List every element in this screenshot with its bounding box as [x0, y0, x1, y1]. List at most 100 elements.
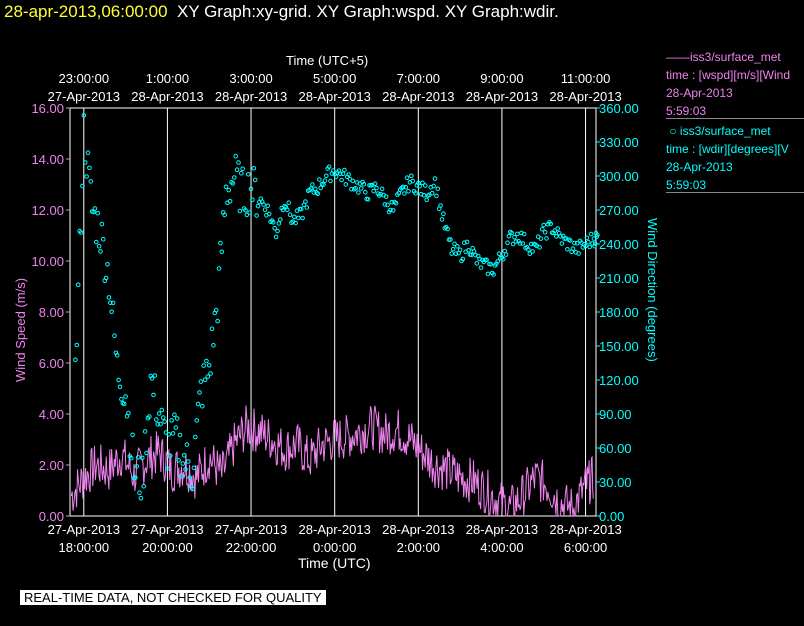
wdir-point	[233, 153, 238, 159]
x2-tick-time: 1:00:00	[146, 71, 189, 86]
wdir-point	[147, 414, 152, 419]
wdir-point	[587, 244, 593, 250]
wdir-point	[101, 236, 106, 242]
wdir-point	[94, 239, 99, 245]
wdir-point	[173, 425, 179, 430]
x2-tick-date: 27-Apr-2013	[48, 89, 120, 104]
wdir-point	[388, 207, 393, 213]
wdir-point	[261, 202, 266, 207]
wdir-point	[502, 248, 508, 254]
wdir-point	[321, 182, 326, 187]
wdir-point	[128, 455, 134, 461]
wdir-point	[176, 458, 181, 463]
wdir-point	[160, 415, 166, 420]
wdir-point	[87, 165, 92, 171]
y2-tick-label: 210.00	[599, 271, 639, 286]
wdir-point	[141, 484, 146, 489]
wdir-point	[378, 191, 384, 197]
wdir-point	[285, 207, 290, 213]
timestamp: 28-apr-2013,06:00:00	[4, 2, 168, 21]
wdir-point	[445, 226, 450, 232]
wdir-point	[255, 203, 261, 209]
series-wspd-line	[70, 405, 594, 517]
wdir-point	[583, 243, 588, 249]
x-tick-time: 22:00:00	[226, 540, 277, 555]
wdir-point	[517, 241, 523, 246]
wdir-point	[218, 240, 223, 246]
y-tick-label: 8.00	[39, 305, 64, 320]
wdir-point	[485, 271, 491, 277]
wdir-point	[215, 318, 220, 324]
wdir-point	[554, 234, 559, 239]
wdir-point	[356, 190, 361, 195]
x2-tick-time: 9:00:00	[480, 71, 523, 86]
wdir-point	[172, 412, 177, 418]
wdir-point	[346, 172, 351, 177]
wdir-point	[152, 373, 158, 378]
x-tick-date: 28-Apr-2013	[382, 522, 454, 537]
wdir-point	[121, 401, 127, 407]
wdir-point	[506, 233, 512, 239]
wdir-point	[247, 210, 252, 215]
x2-tick-date: 28-Apr-2013	[382, 89, 454, 104]
wdir-point	[584, 235, 590, 241]
wdir-point	[372, 181, 378, 186]
wdir-point	[317, 177, 322, 182]
wdir-point	[135, 455, 141, 460]
wdir-point	[322, 178, 328, 183]
wdir-point	[223, 184, 229, 190]
legend-wdir-date: 28-Apr-2013	[666, 160, 733, 174]
wdir-point	[262, 207, 268, 212]
wdir-point	[137, 490, 142, 496]
wdir-point	[138, 495, 144, 501]
x2-tick-date: 28-Apr-2013	[215, 89, 287, 104]
wdir-point	[226, 187, 231, 193]
x-tick-time: 18:00:00	[58, 540, 109, 555]
wdir-point	[252, 177, 258, 183]
wdir-point	[574, 240, 580, 246]
wdir-point	[540, 226, 545, 232]
wdir-point	[466, 248, 471, 253]
wdir-point	[240, 166, 245, 172]
wdir-point	[538, 236, 544, 241]
wdir-point	[209, 326, 215, 332]
wdir-point	[530, 249, 535, 254]
wdir-point	[82, 160, 88, 165]
x-tick-date: 28-Apr-2013	[299, 522, 371, 537]
wdir-point	[527, 251, 533, 256]
wdir-point	[337, 171, 343, 177]
wdir-point	[92, 206, 98, 211]
wdir-point	[310, 182, 315, 187]
wdir-point	[244, 212, 250, 218]
wdir-point	[286, 200, 292, 205]
wdir-point	[227, 198, 233, 204]
x-tick-date: 27-Apr-2013	[48, 522, 120, 537]
wdir-point	[110, 300, 116, 306]
series-wdir-points	[73, 113, 600, 501]
wdir-point	[237, 208, 243, 214]
x-tick-time: 6:00:00	[564, 540, 607, 555]
wdir-point	[170, 431, 176, 436]
wdir-point	[469, 252, 474, 258]
wdir-point	[303, 199, 308, 204]
wdir-point	[595, 232, 600, 238]
wdir-point	[84, 174, 89, 179]
header: 28-apr-2013,06:00:00 XY Graph:xy-grid. X…	[4, 2, 559, 22]
wdir-point	[193, 434, 198, 440]
y-tick-label: 2.00	[39, 458, 64, 473]
wdir-point	[331, 168, 336, 173]
y2-tick-label: 150.00	[599, 339, 639, 354]
wdir-point	[202, 377, 208, 383]
legend-wdir-title: ○ iss3/surface_met	[666, 124, 771, 138]
wdir-point	[194, 418, 199, 423]
wdir-point	[246, 172, 251, 177]
wdir-point	[206, 363, 212, 368]
wdir-point	[190, 486, 195, 492]
wdir-point	[208, 371, 213, 376]
legend-wdir-var: time : [wdir][degrees][V	[666, 142, 789, 156]
wdir-point	[450, 246, 456, 252]
wdir-point	[441, 211, 446, 216]
wdir-point	[402, 191, 407, 196]
wdir-point	[559, 241, 565, 246]
x-tick-date: 28-Apr-2013	[549, 522, 621, 537]
